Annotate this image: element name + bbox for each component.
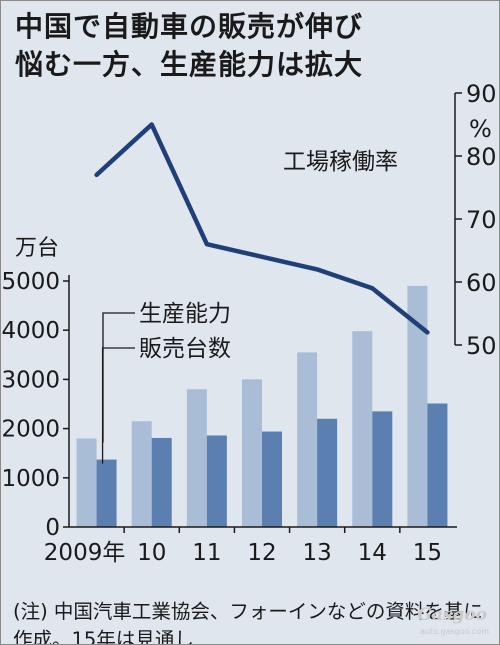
x-tick-label-1: 10 <box>137 540 166 566</box>
sales-bar-6 <box>427 403 448 527</box>
legend-label-capacity: 生産能力 <box>139 301 231 327</box>
sales-bar-4 <box>317 418 338 527</box>
series-label-utilization: 工場稼働率 <box>283 149 398 175</box>
left-tick-label-2: 2000 <box>1 417 60 443</box>
capacity-bar-1 <box>131 421 152 527</box>
watermark-site: auto.gasgoo.com <box>420 627 489 636</box>
legend-leader-sales <box>101 347 135 464</box>
utilization-rate-line <box>94 122 430 335</box>
sales-bar-5 <box>372 411 393 527</box>
capacity-bar-5 <box>352 331 373 527</box>
right-tick-layer: 50 60 70 80 90 <box>454 80 497 360</box>
bar-layer <box>76 285 448 527</box>
right-tick-label-1: 60 <box>466 269 497 297</box>
capacity-bar-3 <box>242 379 262 527</box>
chart-plot: 0 1000 2000 3000 4000 5000 50 60 70 80 90 2009年 10… <box>1 80 497 566</box>
chart-title-line2: 悩む一方、生産能力は拡大 <box>15 48 364 81</box>
left-tick-label-5: 5000 <box>1 269 60 295</box>
right-axis-unit-label: % <box>469 115 492 143</box>
capacity-bar-2 <box>186 389 207 527</box>
right-tick-label-4: 90 <box>466 80 497 108</box>
capacity-bar-6 <box>407 285 428 527</box>
left-tick-label-3: 3000 <box>1 367 60 393</box>
x-tick-label-5: 14 <box>358 540 387 566</box>
left-tick-label-0: 0 <box>45 515 60 541</box>
left-tick-layer: 0 1000 2000 3000 4000 5000 <box>1 269 69 541</box>
legend: 生産能力 販売台数 <box>101 301 231 464</box>
left-tick-label-4: 4000 <box>1 318 60 344</box>
right-tick-label-2: 70 <box>466 206 497 234</box>
sales-bar-1 <box>151 437 172 527</box>
legend-label-sales: 販売台数 <box>139 336 231 362</box>
right-tick-label-0: 50 <box>466 332 497 360</box>
left-tick-label-1: 1000 <box>1 466 60 492</box>
x-tick-label-2: 11 <box>192 540 221 566</box>
sales-bar-0 <box>96 459 117 527</box>
right-tick-label-3: 80 <box>466 143 497 171</box>
chart-title-line1: 中国で自動車の販売が伸び <box>15 10 364 43</box>
legend-leader-capacity <box>102 312 135 443</box>
x-tick-layer: 2009年 10 11 12 13 14 15 <box>44 527 442 566</box>
left-axis-unit-label: 万台 <box>15 236 59 261</box>
sales-bar-3 <box>262 431 282 527</box>
sales-bar-2 <box>206 435 227 527</box>
x-tick-label-6: 15 <box>413 540 442 566</box>
watermark-logo: Gasgoo <box>417 605 487 625</box>
capacity-bar-4 <box>297 352 318 527</box>
capacity-bar-0 <box>76 438 97 527</box>
x-tick-label-3: 12 <box>247 540 276 566</box>
x-tick-label-4: 13 <box>303 540 332 566</box>
x-tick-label-0: 2009年 <box>44 540 126 566</box>
source-note: (注) 中国汽車工業協会、フォーインなどの資料を基に作成。15年は見通し <box>13 599 483 645</box>
